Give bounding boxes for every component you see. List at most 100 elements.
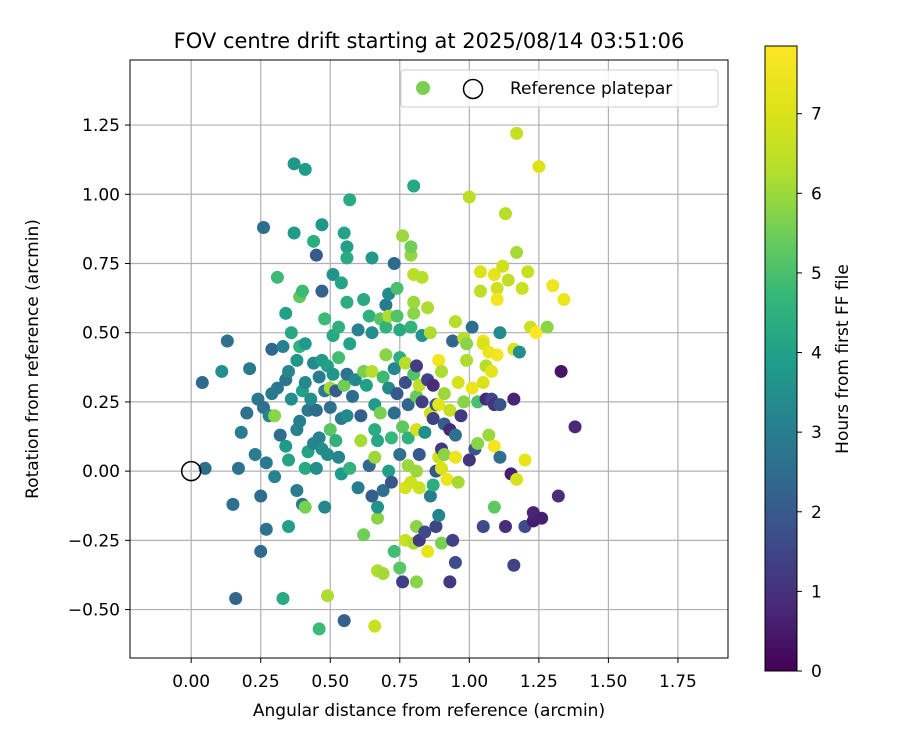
y-tick-label: 0.75 [82,254,120,274]
data-point [476,519,490,533]
data-point [326,268,340,282]
data-point [376,567,390,581]
data-point [546,279,560,293]
colorbar-tick-label: 3 [811,423,822,443]
data-point [273,428,287,442]
data-point [432,353,446,367]
data-point [371,511,385,525]
data-point [490,292,504,306]
data-point [443,403,457,417]
data-point [357,528,371,542]
data-point [498,519,512,533]
data-point [312,622,326,636]
data-point [493,450,507,464]
data-point [348,373,362,387]
data-point [457,395,471,409]
data-point [284,326,298,340]
data-point [435,461,449,475]
legend-label-reference: Reference platepar [510,79,672,99]
y-axis-label: Rotation from reference (arcmin) [23,219,43,499]
data-point [309,403,323,417]
data-point [254,489,268,503]
x-tick-label: 0.25 [242,672,280,692]
data-point [390,309,404,323]
data-point [387,406,401,420]
data-point [231,461,245,475]
data-point [343,461,357,475]
data-point [462,190,476,204]
colorbar-tick-label: 2 [811,503,822,523]
data-point [318,500,332,514]
data-point [320,589,334,603]
data-point [365,364,379,378]
data-point [448,450,462,464]
data-point [387,544,401,558]
data-point [354,409,368,423]
data-point [376,370,390,384]
legend-box [400,69,719,108]
data-point [309,248,323,262]
grid [130,60,728,658]
colorbar-tick-label: 5 [811,264,822,284]
x-tick-label: 1.00 [450,672,488,692]
data-point [387,362,401,376]
data-point [326,367,340,381]
reference-platepar-marker [180,460,202,482]
data-point [421,544,435,558]
data-point [465,320,479,334]
data-point [279,306,293,320]
x-tick-label: 1.25 [520,672,558,692]
data-point [332,450,346,464]
data-point [404,240,418,254]
colorbar-tick-label: 6 [811,184,822,204]
data-point [407,306,421,320]
colorbar-ticks: 0 1 2 3 4 5 6 7 [797,105,822,682]
data-point [412,448,426,462]
data-point [195,376,209,390]
data-point [501,273,515,287]
data-point [215,364,229,378]
data-point [435,364,449,378]
data-point [368,423,382,437]
data-point [393,323,407,337]
data-point [535,511,549,525]
data-point [379,348,393,362]
data-point [309,461,323,475]
data-point [387,256,401,270]
data-point [398,356,412,370]
x-tick-label: 0.75 [381,672,419,692]
data-point [465,381,479,395]
data-point [298,376,312,390]
y-tick-label: 1.25 [82,116,120,136]
data-point [429,519,443,533]
colorbar-tick-label: 7 [811,105,822,125]
data-point [337,614,351,628]
data-point [401,398,415,412]
data-point [315,218,329,232]
data-point [462,453,476,467]
data-point [226,497,240,511]
data-point [382,464,396,478]
data-point [259,456,273,470]
data-point [407,295,421,309]
data-point [471,436,485,450]
x-axis-label: Angular distance from reference (arcmin) [253,701,605,721]
data-point [485,364,499,378]
data-point [454,409,468,423]
x-tick-label: 1.75 [659,672,697,692]
data-point [415,395,429,409]
data-point [490,348,504,362]
colorbar-tick-label: 0 [811,662,822,682]
data-point [551,489,565,503]
x-axis-ticks: 0.00 0.25 0.50 0.75 1.00 1.25 1.50 1.75 [172,658,697,692]
data-point [460,353,474,367]
legend-marker-reference [462,78,484,100]
data-point [240,406,254,420]
data-point [404,320,418,334]
data-point [257,220,271,234]
data-point [396,420,410,434]
data-point [393,561,407,575]
data-point [451,376,465,390]
data-point [290,484,304,498]
